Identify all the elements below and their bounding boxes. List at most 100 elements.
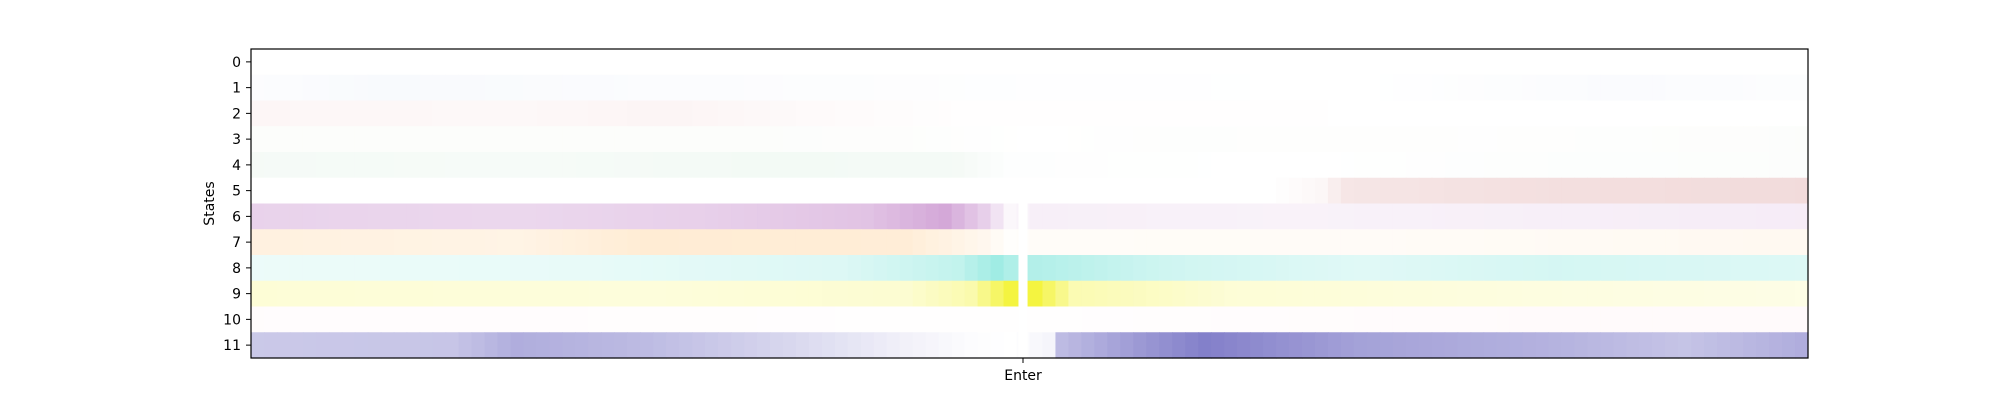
heatmap-cell — [1444, 332, 1459, 359]
heatmap-cell — [886, 100, 901, 127]
heatmap-cell — [1652, 203, 1666, 230]
heatmap-cell — [782, 229, 797, 256]
heatmap-cell — [549, 177, 563, 205]
heatmap-cell — [1626, 177, 1640, 205]
heatmap-cell — [354, 74, 369, 102]
heatmap-cell — [1353, 126, 1368, 153]
heatmap-cell — [1340, 100, 1355, 127]
heatmap-cell — [471, 229, 486, 256]
heatmap-cell — [1496, 49, 1511, 76]
heatmap-cell — [744, 203, 758, 230]
heatmap-cell — [263, 177, 278, 205]
heatmap-cell — [1587, 126, 1601, 153]
heatmap-cell — [1691, 306, 1705, 333]
heatmap-cell — [1379, 126, 1394, 153]
heatmap-cell — [1574, 49, 1589, 76]
heatmap-cell — [1444, 74, 1459, 102]
heatmap-cell — [1483, 100, 1498, 127]
heatmap-cell — [354, 332, 369, 359]
heatmap-cell — [1289, 229, 1303, 256]
heatmap-cell — [653, 280, 667, 308]
heatmap-cell — [977, 255, 992, 282]
heatmap-cell — [1211, 49, 1225, 76]
heatmap-cell — [886, 74, 901, 102]
heatmap-cell — [1730, 49, 1744, 76]
heatmap-cell — [1535, 306, 1550, 333]
heatmap-cell — [1704, 255, 1718, 282]
heatmap-cell — [1172, 280, 1186, 308]
x-axis-ticks: Enter — [1004, 358, 1042, 384]
heatmap-cell — [1327, 229, 1342, 256]
heatmap-cell — [653, 306, 667, 333]
heatmap-cell — [795, 229, 810, 256]
heatmap-cell — [1522, 126, 1537, 153]
heatmap-cell — [1795, 229, 1809, 256]
heatmap-cell — [1470, 126, 1485, 153]
heatmap-cell — [1185, 229, 1199, 256]
heatmap-cell — [731, 306, 745, 333]
heatmap-cell — [562, 255, 576, 282]
heatmap-cell — [289, 203, 304, 230]
heatmap-cell — [523, 306, 538, 333]
heatmap-cell — [990, 280, 1005, 308]
heatmap-cell — [289, 49, 304, 76]
heatmap-cell — [1314, 74, 1329, 102]
heatmap-cell — [964, 203, 979, 230]
heatmap-cell — [1314, 126, 1329, 153]
heatmap-cell — [251, 255, 265, 282]
heatmap-cell — [1600, 74, 1614, 102]
heatmap-cell — [1172, 126, 1186, 153]
heatmap-cell — [302, 255, 317, 282]
heatmap-cell — [1769, 177, 1783, 205]
heatmap-cell — [1237, 203, 1251, 230]
heatmap-cell — [1250, 255, 1264, 282]
heatmap-cell — [562, 74, 576, 102]
heatmap-cell — [263, 49, 278, 76]
heatmap-cell — [1237, 332, 1251, 359]
heatmap-cell — [873, 229, 888, 256]
heatmap-cell — [445, 229, 460, 256]
heatmap-cell — [834, 203, 849, 230]
heatmap-cell — [1016, 126, 1031, 153]
heatmap-cell — [419, 74, 434, 102]
heatmap-cell — [1198, 255, 1212, 282]
heatmap-cell — [782, 306, 797, 333]
heatmap-cell — [1600, 229, 1614, 256]
heatmap-cell — [1665, 203, 1679, 230]
heatmap-cell — [1561, 49, 1576, 76]
heatmap-cell — [1457, 126, 1472, 153]
heatmap-cell — [1626, 100, 1640, 127]
heatmap-cell — [484, 126, 499, 153]
heatmap-cell — [1483, 255, 1498, 282]
heatmap-cell — [1457, 177, 1472, 205]
heatmap-cell — [1120, 280, 1134, 308]
heatmap-cell — [1730, 126, 1744, 153]
heatmap-cell — [1782, 332, 1796, 359]
heatmap-cell — [1665, 255, 1679, 282]
heatmap-cell — [263, 126, 278, 153]
heatmap-cell — [1587, 100, 1601, 127]
y-tick-label: 3 — [232, 132, 241, 148]
heatmap-cell — [692, 229, 706, 256]
heatmap-cell — [1730, 255, 1744, 282]
heatmap-cell — [1704, 74, 1718, 102]
heatmap-cell — [938, 74, 953, 102]
heatmap-cell — [432, 255, 447, 282]
heatmap-cell — [886, 255, 901, 282]
heatmap-cell — [497, 332, 512, 359]
heatmap-cell — [1107, 177, 1121, 205]
heatmap-cell — [302, 306, 317, 333]
heatmap-cell — [523, 203, 538, 230]
heatmap-cell — [1782, 306, 1796, 333]
heatmap-cell — [549, 126, 563, 153]
heatmap-cell — [406, 255, 421, 282]
heatmap-cell — [1068, 306, 1082, 333]
heatmap-cell — [1185, 177, 1199, 205]
heatmap-cell — [1146, 100, 1160, 127]
heatmap-cell — [588, 229, 602, 256]
heatmap-cell — [1522, 49, 1537, 76]
heatmap-cell — [601, 126, 615, 153]
heatmap-cell — [393, 332, 408, 359]
heatmap-cell — [263, 100, 278, 127]
heatmap-cell — [510, 306, 525, 333]
